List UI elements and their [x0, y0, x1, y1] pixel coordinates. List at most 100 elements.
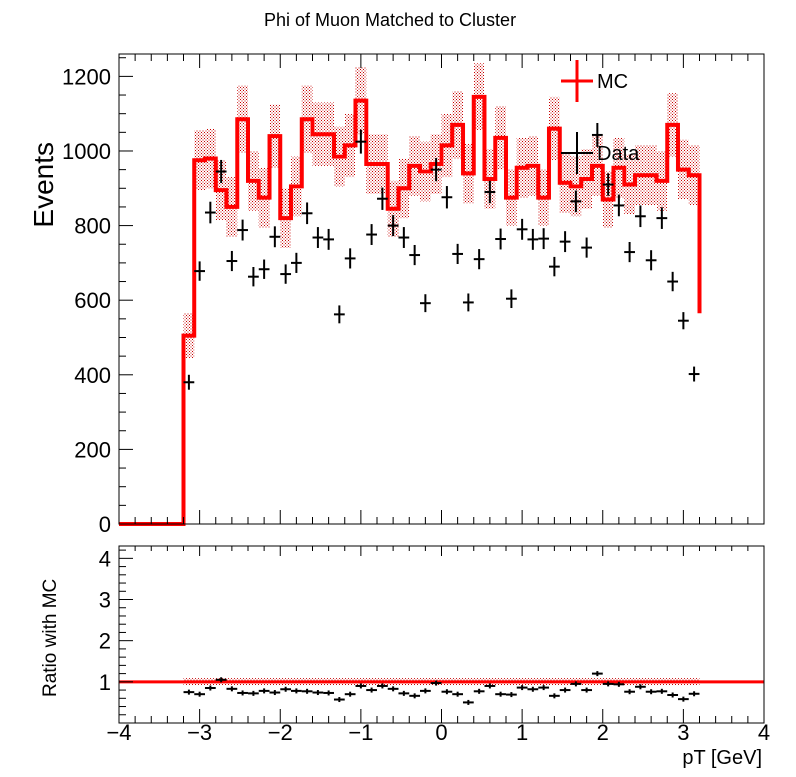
data-point: [624, 242, 635, 263]
y-tick-label: 800: [74, 214, 111, 239]
ratio-point: [194, 691, 206, 697]
x-tick-label: 2: [597, 720, 609, 745]
data-point: [280, 264, 292, 284]
ratio-point: [430, 680, 442, 686]
main-panel: 0 200 400 600 800 1000 1200 Events MC Data: [28, 53, 765, 537]
x-tick-label: 0: [435, 720, 447, 745]
data-point: [183, 374, 195, 390]
data-point: [301, 202, 313, 225]
data-point: [516, 218, 528, 240]
x-axis-label: pT [GeV]: [682, 747, 762, 769]
data-point: [688, 366, 700, 382]
x-tick-label: −2: [268, 720, 293, 745]
ratio-point: [635, 684, 646, 690]
ratio-point: [613, 681, 625, 687]
ratio-point: [280, 686, 292, 692]
x-tick-label: 3: [677, 720, 689, 745]
ratio-point: [258, 688, 270, 694]
data-point: [323, 228, 335, 250]
ratio-point: [409, 693, 421, 699]
data-point: [473, 249, 485, 270]
ratio-point: [688, 691, 700, 697]
data-point: [237, 219, 248, 241]
ratio-point: [183, 689, 195, 695]
ratio-point: [667, 692, 679, 698]
data-point: [667, 271, 679, 292]
ratio-point: [570, 681, 582, 687]
data-point: [677, 312, 689, 330]
data-point: [570, 190, 582, 213]
ratio-point: [484, 683, 496, 689]
data-point: [635, 205, 646, 228]
ratio-point: [355, 683, 367, 689]
data-point: [355, 129, 367, 154]
data-point: [290, 252, 302, 273]
ratio-point: [237, 690, 248, 696]
data-point: [409, 244, 421, 266]
ratio-point: [462, 699, 474, 705]
ratio-frame: [118, 545, 765, 724]
ratio-y-tick-label: 3: [99, 588, 111, 613]
data-point: [559, 231, 571, 253]
data-point: [312, 227, 324, 248]
chart-title: Phi of Muon Matched to Cluster: [264, 10, 516, 30]
ratio-point: [301, 688, 313, 694]
data-point: [581, 237, 593, 258]
x-tick-label: 1: [516, 720, 528, 745]
ratio-point: [419, 688, 431, 694]
ratio-point: [226, 686, 238, 692]
data-point: [538, 228, 550, 250]
data-point: [398, 227, 410, 248]
ratio-point: [398, 690, 410, 696]
data-point: [506, 289, 517, 309]
data-point: [527, 228, 539, 250]
ratio-point: [312, 690, 324, 696]
data-point: [462, 293, 474, 312]
data-point: [441, 186, 453, 209]
main-axes: 0 200 400 600 800 1000 1200: [62, 54, 765, 537]
data-points: [183, 123, 700, 390]
ratio-y-axis-label: Ratio with MC: [40, 579, 61, 697]
mc-error-band: [183, 63, 700, 359]
ratio-point: [559, 687, 571, 693]
data-point: [495, 228, 506, 250]
ratio-point: [323, 690, 335, 696]
data-point: [344, 248, 356, 269]
x-tick-label: −3: [187, 720, 212, 745]
ratio-point: [591, 671, 603, 677]
ratio-y-tick-label: 4: [99, 546, 111, 571]
legend-mc-label: MC: [597, 71, 628, 93]
y-tick-label: 600: [74, 288, 111, 313]
data-point: [269, 226, 281, 248]
y-tick-label: 400: [74, 363, 111, 388]
ratio-point: [516, 685, 528, 691]
ratio-y-tick-label: 1: [99, 670, 111, 695]
ratio-point: [377, 683, 388, 689]
data-point: [258, 259, 270, 279]
data-point: [333, 305, 345, 324]
ratio-point: [248, 690, 259, 696]
data-point: [591, 123, 603, 147]
data-point: [419, 294, 431, 313]
x-tick-label: −1: [348, 720, 373, 745]
ratio-point: [387, 686, 399, 692]
y-tick-label: 1200: [62, 64, 111, 89]
ratio-axes: 1 2 3 4 −4 −3 −2 −1 0 1 2 3 4: [99, 546, 770, 745]
ratio-point: [538, 685, 550, 691]
ratio-point: [290, 688, 302, 694]
ratio-point: [581, 687, 593, 693]
data-point: [548, 256, 560, 277]
data-point: [248, 266, 259, 287]
data-point: [204, 201, 216, 224]
ratio-point: [506, 692, 517, 698]
data-point: [484, 180, 496, 204]
data-point: [387, 215, 399, 237]
ratio-y-tick-label: 2: [99, 629, 111, 654]
ratio-point: [452, 691, 464, 697]
ratio-point: [441, 689, 453, 695]
data-point: [366, 224, 377, 245]
data-point: [656, 207, 668, 229]
data-point: [194, 261, 206, 281]
